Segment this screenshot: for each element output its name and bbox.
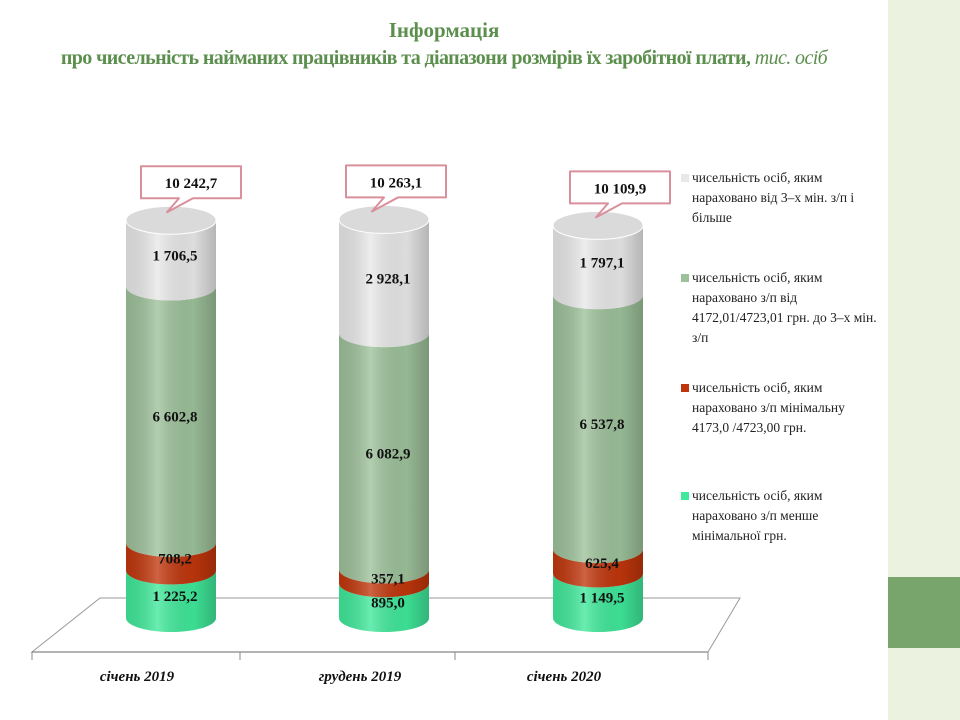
data-label: 1 149,5 [580, 591, 625, 607]
legend-label: чисельність осіб, яким нараховано з/п мі… [692, 380, 845, 435]
total-callout [569, 170, 671, 219]
x-tick-label: січень 2020 [527, 669, 602, 685]
legend-swatch [681, 174, 689, 182]
chart-subtitle-main: про чисельність найманих працівників та … [60, 47, 751, 69]
total-callout [140, 165, 242, 214]
x-tick-label: грудень 2019 [319, 669, 402, 685]
cylinder-top-cap [552, 210, 644, 240]
cylinder-bar-3 [552, 210, 644, 632]
data-label: 708,2 [158, 552, 192, 568]
bar-segment-shading [126, 286, 216, 557]
data-label: 1 797,1 [580, 255, 625, 271]
cylinder-bar-2 [338, 204, 430, 632]
data-label: 625,4 [585, 556, 619, 572]
bar-segment-shading [339, 333, 429, 584]
data-label: 2 928,1 [366, 271, 411, 287]
cylinder-top-cap [338, 204, 430, 234]
data-label: 357,1 [371, 571, 405, 587]
bar-segment-shading [339, 219, 429, 348]
total-callout [345, 164, 447, 213]
legend-swatch [681, 492, 689, 500]
total-label: 10 109,9 [594, 181, 647, 197]
legend-swatch [681, 384, 689, 392]
cylinder-bar-1 [125, 205, 217, 632]
total-label: 10 263,1 [370, 175, 423, 191]
data-label: 1 706,5 [153, 248, 198, 264]
bar-segment-shading [553, 549, 643, 588]
chart-subtitle-unit: тис. осіб [750, 47, 828, 69]
data-label: 6 537,8 [580, 417, 625, 433]
data-label: 895,0 [371, 596, 405, 612]
bar-segment-shading [339, 583, 429, 632]
bar-segment-shading [553, 573, 643, 632]
data-label: 1 225,2 [153, 589, 198, 605]
bar-segment-shading [553, 225, 643, 310]
x-tick-label: січень 2019 [100, 669, 175, 685]
legend-label: чисельність осіб, яким нараховано з/п ме… [692, 488, 823, 543]
bar-segment-shading [126, 570, 216, 632]
stacked-cylinder-chart: 1 225,2 708,2 6 602,8 1 706,5 10 242,7 січень… [30, 164, 741, 685]
bar-segment-shading [339, 569, 429, 598]
data-label: 6 082,9 [366, 446, 411, 462]
bar-segment-shading [553, 295, 643, 564]
legend-label: чисельність осіб, яким нараховано від 3–… [692, 170, 855, 225]
side-decor-accent [888, 577, 960, 648]
chart-title: Інформація [388, 18, 500, 42]
legend-swatch [681, 274, 689, 282]
bar-segment-shading [126, 542, 216, 585]
legend-label: чисельність осіб, яким нараховано з/п ві… [692, 270, 877, 345]
total-label: 10 242,7 [165, 176, 218, 192]
data-label: 6 602,8 [153, 410, 198, 426]
bar-segment-shading [126, 220, 216, 301]
chart-subtitle: про чисельність найманих працівників та … [0, 47, 888, 70]
